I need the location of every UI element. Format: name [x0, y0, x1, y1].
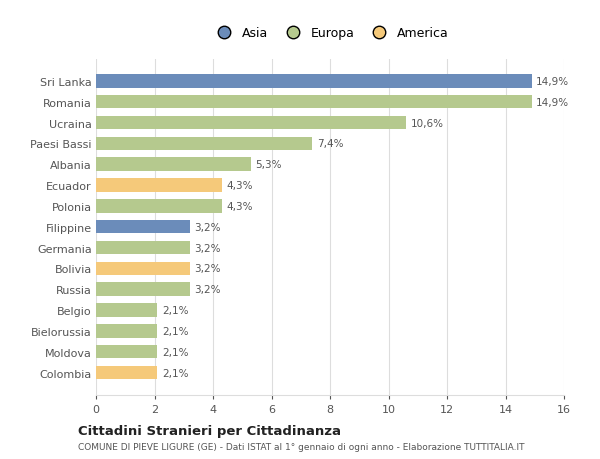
- Text: 2,1%: 2,1%: [162, 305, 188, 315]
- Bar: [96, 137, 313, 151]
- Bar: [96, 95, 532, 109]
- Text: COMUNE DI PIEVE LIGURE (GE) - Dati ISTAT al 1° gennaio di ogni anno - Elaborazio: COMUNE DI PIEVE LIGURE (GE) - Dati ISTAT…: [78, 442, 524, 451]
- Bar: [96, 241, 190, 255]
- Text: 3,2%: 3,2%: [194, 264, 220, 274]
- Text: 14,9%: 14,9%: [536, 97, 569, 107]
- Text: 3,2%: 3,2%: [194, 222, 220, 232]
- Text: 4,3%: 4,3%: [226, 202, 253, 212]
- Bar: [96, 345, 157, 359]
- Text: 2,1%: 2,1%: [162, 347, 188, 357]
- Bar: [96, 200, 222, 213]
- Text: Cittadini Stranieri per Cittadinanza: Cittadini Stranieri per Cittadinanza: [78, 425, 341, 437]
- Legend: Asia, Europa, America: Asia, Europa, America: [206, 22, 454, 45]
- Text: 10,6%: 10,6%: [410, 118, 443, 128]
- Bar: [96, 262, 190, 275]
- Text: 2,1%: 2,1%: [162, 368, 188, 378]
- Text: 5,3%: 5,3%: [256, 160, 282, 170]
- Bar: [96, 325, 157, 338]
- Text: 2,1%: 2,1%: [162, 326, 188, 336]
- Bar: [96, 179, 222, 192]
- Bar: [96, 158, 251, 172]
- Text: 3,2%: 3,2%: [194, 285, 220, 295]
- Bar: [96, 117, 406, 130]
- Bar: [96, 303, 157, 317]
- Bar: [96, 283, 190, 297]
- Text: 14,9%: 14,9%: [536, 77, 569, 87]
- Text: 3,2%: 3,2%: [194, 243, 220, 253]
- Text: 7,4%: 7,4%: [317, 139, 343, 149]
- Bar: [96, 75, 532, 89]
- Bar: [96, 220, 190, 234]
- Text: 4,3%: 4,3%: [226, 181, 253, 190]
- Bar: [96, 366, 157, 380]
